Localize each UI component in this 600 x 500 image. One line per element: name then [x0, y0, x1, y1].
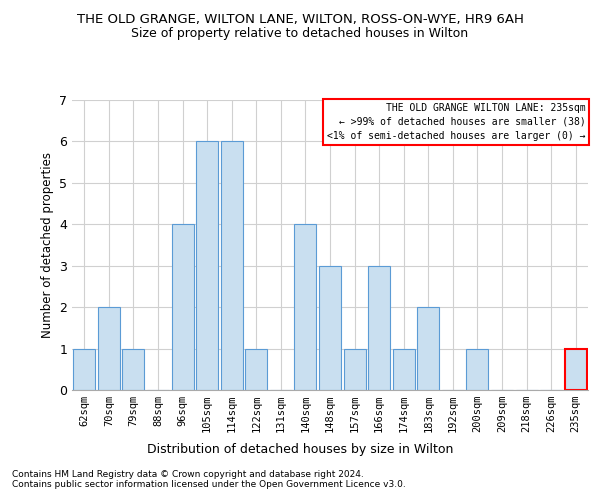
Text: THE OLD GRANGE, WILTON LANE, WILTON, ROSS-ON-WYE, HR9 6AH: THE OLD GRANGE, WILTON LANE, WILTON, ROS…: [77, 12, 523, 26]
Text: THE OLD GRANGE WILTON LANE: 235sqm
← >99% of detached houses are smaller (38)
<1: THE OLD GRANGE WILTON LANE: 235sqm ← >99…: [327, 103, 586, 141]
Bar: [245, 348, 268, 390]
Bar: [295, 224, 316, 390]
Bar: [565, 348, 587, 390]
Bar: [466, 348, 488, 390]
Bar: [417, 307, 439, 390]
Bar: [319, 266, 341, 390]
Text: Distribution of detached houses by size in Wilton: Distribution of detached houses by size …: [147, 442, 453, 456]
Bar: [392, 348, 415, 390]
Bar: [73, 348, 95, 390]
Bar: [172, 224, 194, 390]
Text: Size of property relative to detached houses in Wilton: Size of property relative to detached ho…: [131, 28, 469, 40]
Y-axis label: Number of detached properties: Number of detached properties: [41, 152, 53, 338]
Text: Contains public sector information licensed under the Open Government Licence v3: Contains public sector information licen…: [12, 480, 406, 489]
Bar: [122, 348, 145, 390]
Bar: [98, 307, 120, 390]
Bar: [368, 266, 390, 390]
Bar: [344, 348, 365, 390]
Text: Contains HM Land Registry data © Crown copyright and database right 2024.: Contains HM Land Registry data © Crown c…: [12, 470, 364, 479]
Bar: [196, 142, 218, 390]
Bar: [221, 142, 243, 390]
